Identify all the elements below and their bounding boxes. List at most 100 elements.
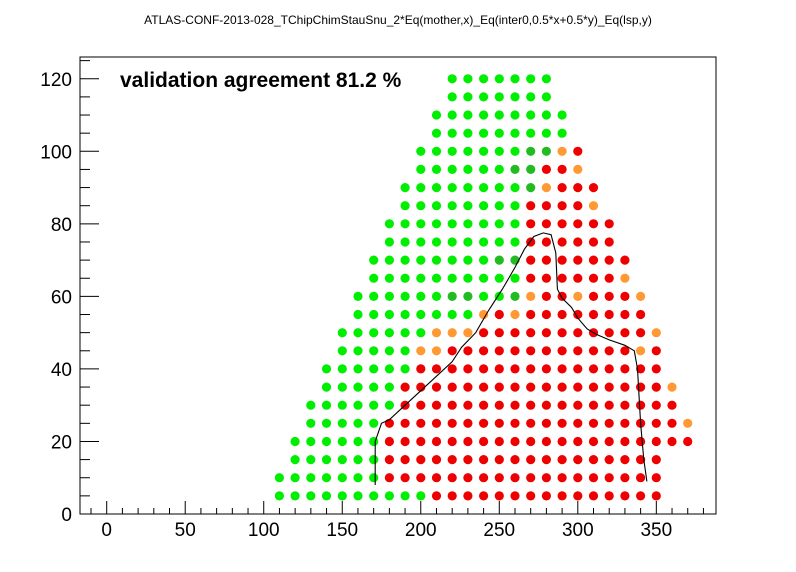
data-point	[573, 183, 583, 193]
data-point	[651, 382, 661, 392]
data-point	[557, 183, 567, 193]
data-point	[494, 491, 504, 501]
data-point	[494, 219, 504, 229]
data-point	[384, 255, 394, 265]
data-point	[479, 219, 489, 229]
data-point	[463, 183, 473, 193]
data-point	[494, 110, 504, 120]
data-point	[353, 291, 363, 301]
data-point	[479, 273, 489, 283]
data-point	[416, 364, 426, 374]
data-point	[337, 382, 347, 392]
data-point	[557, 273, 567, 283]
data-point	[431, 491, 442, 501]
data-point	[526, 382, 536, 392]
data-point	[667, 400, 677, 410]
data-point	[321, 473, 332, 483]
data-point	[479, 291, 489, 301]
data-point	[526, 309, 536, 320]
data-point	[620, 364, 630, 374]
data-point	[431, 110, 442, 120]
x-tick-label: 50	[175, 520, 196, 541]
data-point	[526, 128, 536, 138]
axes-layer: 0 50 100 150 200 250 300 350 0 20 40 60 80 100 120	[40, 60, 704, 541]
data-point	[588, 201, 599, 211]
data-point	[588, 291, 599, 301]
data-point	[447, 201, 457, 211]
data-point	[541, 382, 552, 392]
data-point	[447, 364, 457, 374]
data-point	[369, 346, 379, 356]
data-point	[321, 364, 332, 374]
data-point	[557, 328, 567, 338]
data-point	[384, 436, 394, 447]
data-point	[353, 382, 363, 392]
data-point	[557, 418, 567, 428]
data-point	[494, 201, 504, 211]
data-point	[337, 473, 347, 483]
data-point	[557, 201, 567, 211]
data-point	[494, 400, 504, 410]
data-point	[416, 291, 426, 301]
data-point	[447, 473, 457, 483]
data-point	[636, 364, 646, 374]
data-point	[604, 237, 614, 247]
data-point	[384, 491, 394, 501]
data-point	[494, 328, 504, 338]
data-point	[416, 491, 426, 501]
data-point	[573, 364, 583, 374]
data-point	[510, 382, 520, 392]
data-point	[400, 291, 410, 301]
data-point	[651, 346, 661, 356]
data-point	[416, 273, 426, 283]
data-point	[620, 309, 630, 320]
data-point	[400, 382, 410, 392]
data-point	[588, 436, 599, 447]
points-layer	[274, 74, 693, 501]
data-point	[416, 473, 426, 483]
data-point	[510, 92, 520, 102]
data-point	[369, 418, 379, 428]
data-point	[557, 473, 567, 483]
data-point	[463, 92, 473, 102]
data-point	[573, 201, 583, 211]
data-point	[431, 183, 442, 193]
data-point	[604, 455, 614, 465]
data-point	[431, 400, 442, 410]
data-point	[604, 273, 614, 283]
data-point	[479, 128, 489, 138]
data-point	[384, 364, 394, 374]
data-point	[400, 309, 410, 320]
data-point	[369, 309, 379, 320]
data-point	[510, 436, 520, 447]
data-point	[447, 128, 457, 138]
data-point	[274, 491, 284, 501]
data-point	[620, 436, 630, 447]
data-point	[353, 418, 363, 428]
data-point	[384, 400, 394, 410]
data-point	[431, 237, 442, 247]
data-point	[604, 309, 614, 320]
data-point	[510, 400, 520, 410]
data-point	[557, 128, 567, 138]
data-point	[463, 491, 473, 501]
data-point	[636, 455, 646, 465]
data-point	[447, 110, 457, 120]
data-point	[620, 346, 630, 356]
data-point	[416, 328, 426, 338]
data-point	[447, 92, 457, 102]
data-point	[588, 273, 599, 283]
data-point	[526, 328, 536, 338]
data-point	[290, 455, 300, 465]
data-point	[573, 382, 583, 392]
data-point	[447, 273, 457, 283]
data-point	[400, 346, 410, 356]
data-point	[416, 146, 426, 156]
data-point	[353, 473, 363, 483]
data-point	[526, 436, 536, 447]
data-point	[431, 418, 442, 428]
data-point	[636, 491, 646, 501]
data-point	[526, 455, 536, 465]
y-tick-label: 120	[40, 70, 72, 91]
